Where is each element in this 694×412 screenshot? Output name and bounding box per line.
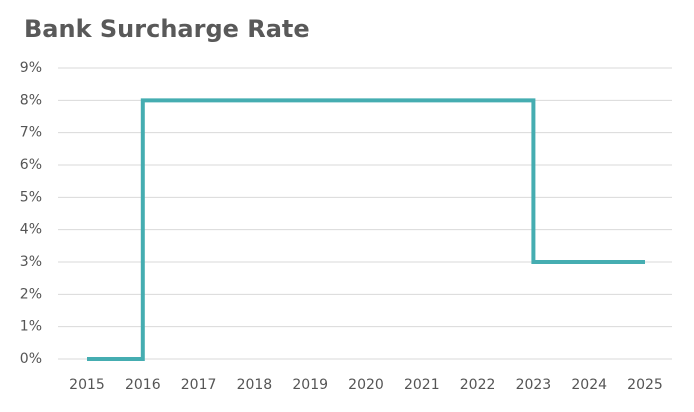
y-tick-label: 6% <box>20 157 42 173</box>
step-line <box>87 98 645 361</box>
y-tick-label: 5% <box>20 189 42 205</box>
x-tick-label: 2018 <box>237 377 273 393</box>
y-tick-label: 0% <box>20 351 42 367</box>
x-tick-label: 2021 <box>404 377 440 393</box>
y-tick-label: 9% <box>20 60 42 76</box>
chart-title: Bank Surcharge Rate <box>24 15 310 43</box>
x-tick-label: 2016 <box>125 377 161 393</box>
y-tick-label: 2% <box>20 286 42 302</box>
y-tick-label: 4% <box>20 222 42 238</box>
y-tick-label: 3% <box>20 254 42 270</box>
y-tick-label: 1% <box>20 319 42 335</box>
x-tick-label: 2019 <box>292 377 328 393</box>
x-tick-label: 2015 <box>69 377 105 393</box>
x-tick-label: 2024 <box>571 377 607 393</box>
x-tick-label: 2025 <box>627 377 663 393</box>
x-tick-label: 2020 <box>348 377 384 393</box>
x-tick-label: 2023 <box>516 377 552 393</box>
x-tick-label: 2017 <box>181 377 217 393</box>
y-tick-label: 8% <box>20 92 42 108</box>
x-tick-label: 2022 <box>460 377 496 393</box>
y-tick-label: 7% <box>20 125 42 141</box>
